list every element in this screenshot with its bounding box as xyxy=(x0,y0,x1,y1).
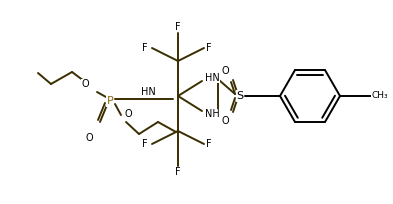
Text: HN: HN xyxy=(141,87,155,97)
Text: F: F xyxy=(175,22,181,32)
Text: F: F xyxy=(142,139,148,149)
Text: F: F xyxy=(206,43,212,53)
Text: P: P xyxy=(107,96,113,106)
Text: CH₃: CH₃ xyxy=(372,92,388,101)
Text: F: F xyxy=(175,167,181,177)
Text: F: F xyxy=(206,139,212,149)
Text: S: S xyxy=(237,91,244,101)
Text: HN: HN xyxy=(205,73,219,83)
Text: O: O xyxy=(81,79,89,89)
Text: O: O xyxy=(221,66,229,76)
Text: O: O xyxy=(124,109,132,119)
Text: F: F xyxy=(142,43,148,53)
Text: NH: NH xyxy=(205,109,219,119)
Text: O: O xyxy=(85,133,93,143)
Text: O: O xyxy=(221,116,229,126)
